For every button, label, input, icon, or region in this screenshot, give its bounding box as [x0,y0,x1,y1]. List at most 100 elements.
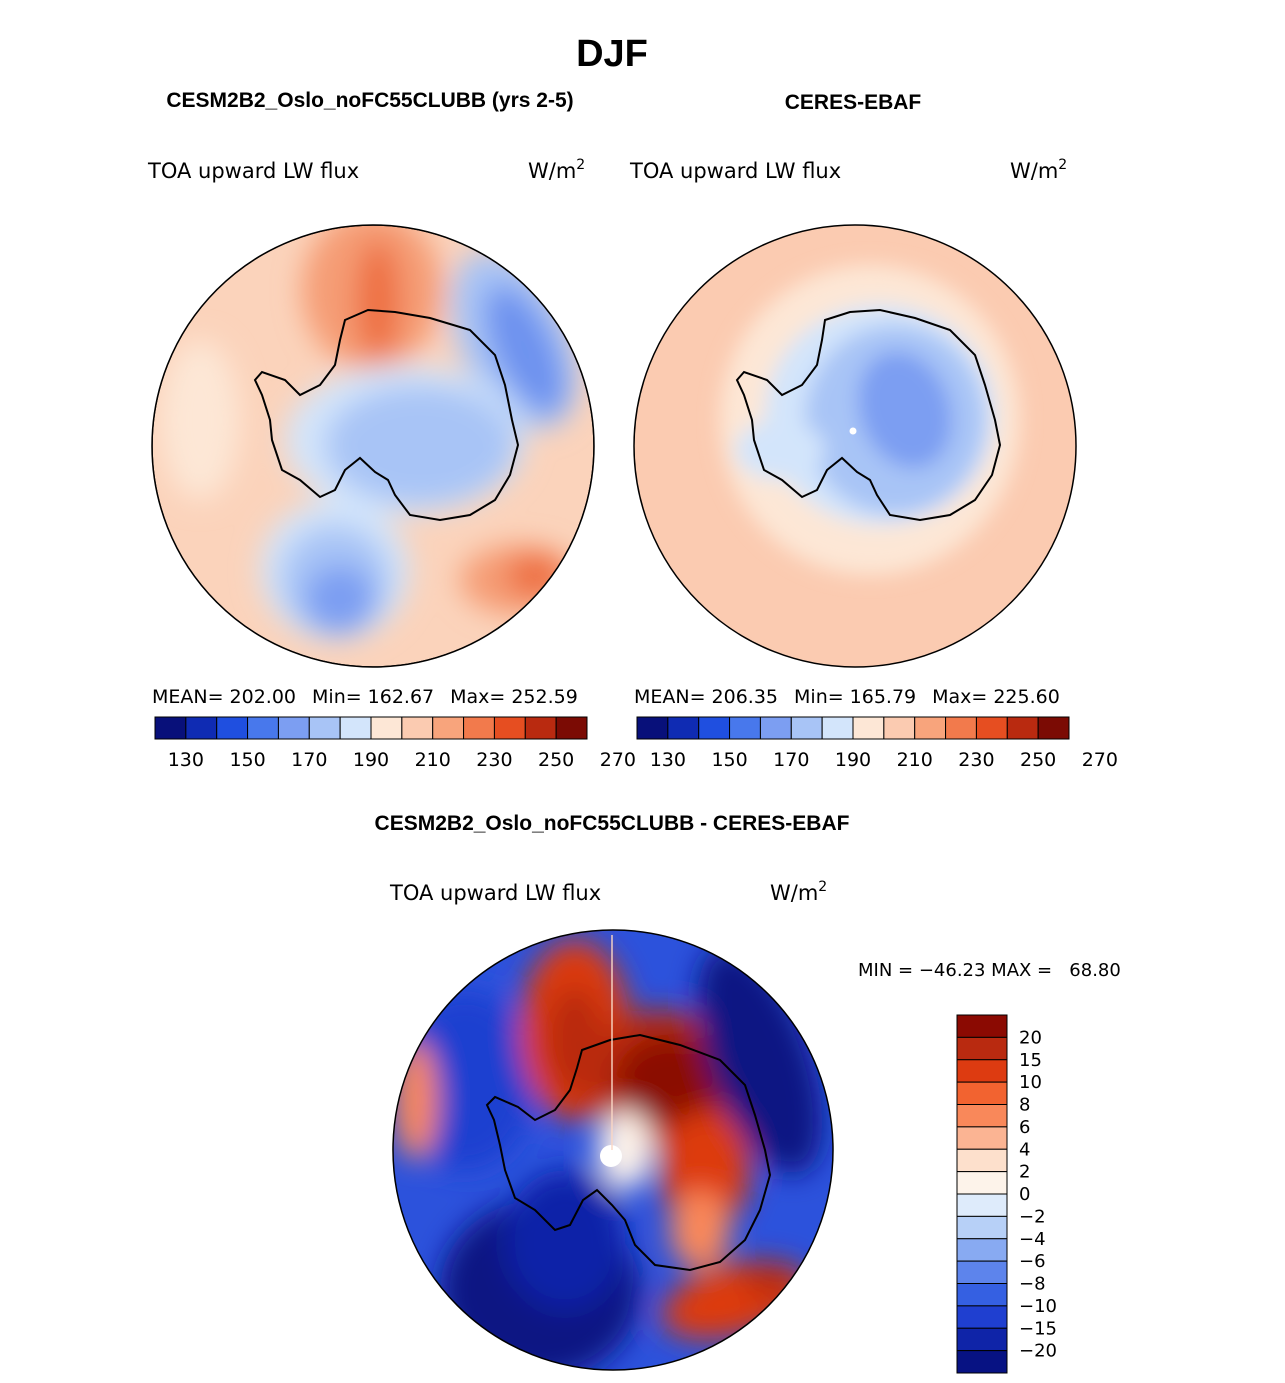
colorbar-tick-label: 15 [1019,1050,1042,1071]
colorbar-swatch [956,1014,1008,1038]
colorbar-tick-label: 270 [1082,749,1118,771]
panel-model-title: CESM2B2_Oslo_noFC55CLUBB (yrs 2-5) [166,89,573,112]
panel-model-stats: MEAN= 202.00 Min= 162.67 Max= 252.59 [152,686,578,708]
colorbar-tick-label: −4 [1019,1229,1046,1250]
colorbar-tick-label: 130 [168,749,204,771]
panel-obs-variable: TOA upward LW flux [629,159,841,183]
colorbar-swatch [956,1171,1008,1195]
colorbar-swatch [1037,716,1070,740]
panel-obs-colorbar [636,716,1070,740]
panel-diff-map [393,930,833,1370]
colorbar-swatch [883,716,916,740]
colorbar-swatch [956,1327,1008,1352]
colorbar-swatch [370,716,403,740]
colorbar-swatch [956,1350,1008,1374]
colorbar-swatch [975,716,1008,740]
colorbar-swatch [524,716,557,740]
panel-diff-variable: TOA upward LW flux [389,881,601,905]
colorbar-swatch [247,716,279,740]
colorbar-tick-label: 20 [1019,1027,1042,1048]
panel-obs-coastline [735,308,1002,522]
colorbar-swatch [154,716,187,740]
colorbar-swatch [759,716,792,740]
colorbar-tick-label: 130 [650,749,686,771]
colorbar-tick-label: 210 [897,749,933,771]
colorbar-swatch [308,716,341,740]
colorbar-tick-label: 190 [353,749,389,771]
colorbar-tick-label: 170 [773,749,809,771]
colorbar-swatch [956,1283,1008,1307]
colorbar-swatch [956,1193,1008,1217]
panel-obs-units: W/m2 [1010,157,1067,183]
colorbar-swatch [729,716,761,740]
colorbar-tick-label: 150 [711,749,747,771]
panel-model-units: W/m2 [528,157,585,183]
colorbar-swatch [463,716,495,740]
colorbar-tick-label: 250 [1020,749,1056,771]
colorbar-tick-label: −8 [1019,1274,1046,1295]
colorbar-tick-label: −20 [1019,1341,1057,1362]
colorbar-swatch [945,716,977,740]
colorbar-swatch [956,1059,1008,1083]
colorbar-tick-label: −6 [1019,1251,1046,1272]
panel-obs-map [634,225,1076,667]
colorbar-tick-label: 270 [600,749,636,771]
panel-diff-stats: MIN = −46.23 MAX = 68.80 [858,960,1121,981]
panel-diff: CESM2B2_Oslo_noFC55CLUBB - CERES-EBAF TO… [375,812,1121,1374]
colorbar-swatch [216,716,249,740]
colorbar-tick-label: −10 [1019,1296,1057,1317]
colorbar-tick-label: 190 [835,749,871,771]
colorbar-swatch [956,1126,1008,1150]
panel-model-map [152,225,594,667]
colorbar-swatch [339,716,372,740]
panel-model-variable: TOA upward LW flux [147,159,359,183]
colorbar-swatch [401,716,434,740]
colorbar-swatch [1006,716,1039,740]
panel-model-colorbar [154,716,588,740]
colorbar-swatch [914,716,947,740]
colorbar-swatch [852,716,885,740]
colorbar-swatch [277,716,310,740]
colorbar-tick-label: 250 [538,749,574,771]
panel-model-colorbar-ticks: 130 150 170 190 210 230 250 270 [168,749,636,771]
panel-diff-colorbar [956,1014,1008,1374]
colorbar-tick-label: 0 [1019,1184,1030,1205]
panel-diff-units: W/m2 [770,879,827,905]
colorbar-tick-label: 2 [1019,1162,1030,1183]
panel-obs: CERES-EBAF TOA upward LW flux W/m2 MEAN=… [629,91,1118,771]
colorbar-swatch [956,1104,1008,1128]
colorbar-swatch [432,716,465,740]
colorbar-swatch [956,1215,1008,1240]
colorbar-swatch [636,716,669,740]
colorbar-tick-label: 4 [1019,1139,1030,1160]
colorbar-swatch [956,1238,1008,1262]
colorbar-tick-label: 10 [1019,1072,1042,1093]
colorbar-tick-label: 150 [229,749,265,771]
colorbar-swatch [698,716,731,740]
colorbar-swatch [956,1148,1008,1173]
colorbar-tick-label: 210 [415,749,451,771]
panel-diff-title: CESM2B2_Oslo_noFC55CLUBB - CERES-EBAF [375,812,850,835]
colorbar-tick-label: 6 [1019,1117,1030,1138]
panel-obs-title: CERES-EBAF [785,91,922,114]
panel-model-coastline [253,308,520,522]
colorbar-tick-label: 230 [958,749,994,771]
panel-diff-coastline [485,1033,772,1272]
colorbar-swatch [821,716,854,740]
panel-model: CESM2B2_Oslo_noFC55CLUBB (yrs 2-5) TOA u… [147,89,636,771]
colorbar-swatch [493,716,526,740]
colorbar-swatch [790,716,823,740]
colorbar-tick-label: 230 [476,749,512,771]
panel-obs-stats: MEAN= 206.35 Min= 165.79 Max= 225.60 [634,686,1060,708]
colorbar-swatch [667,716,700,740]
panel-obs-colorbar-ticks: 130 150 170 190 210 230 250 270 [650,749,1118,771]
colorbar-tick-label: −15 [1019,1318,1057,1339]
colorbar-swatch [956,1260,1008,1284]
colorbar-swatch [956,1081,1008,1105]
colorbar-swatch [956,1036,1008,1061]
page-title: DJF [576,33,648,75]
colorbar-tick-label: 170 [291,749,327,771]
colorbar-tick-label: −2 [1019,1206,1046,1227]
